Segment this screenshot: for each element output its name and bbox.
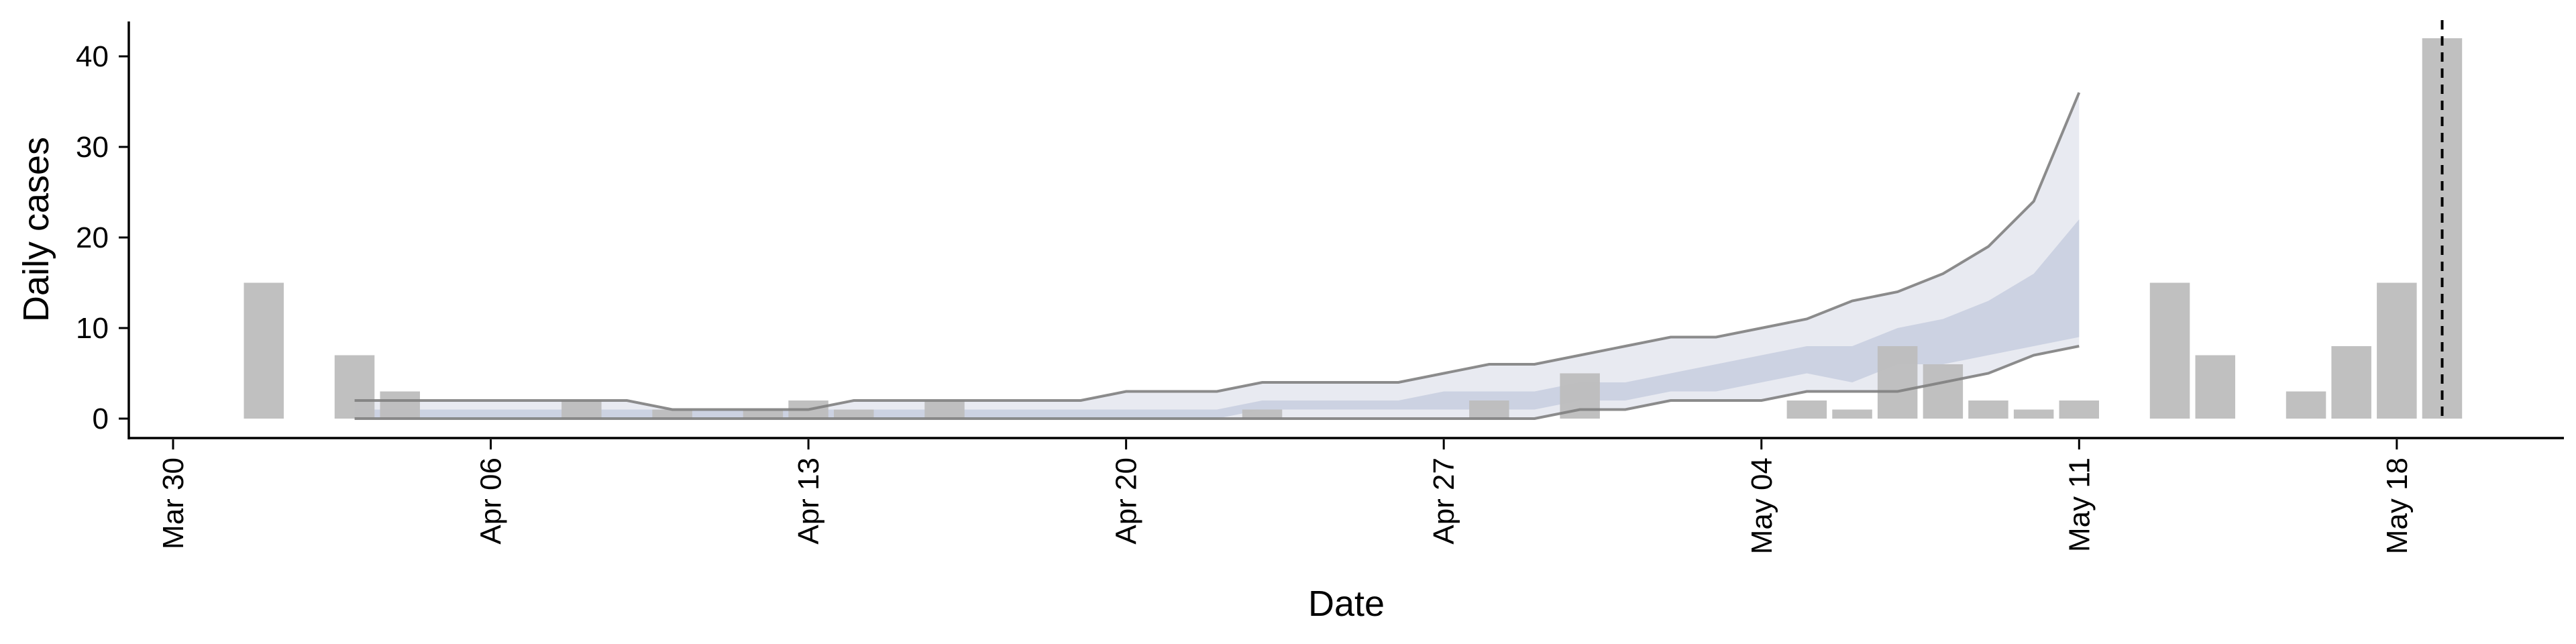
case-bars [244,38,2463,419]
y-tick-label: 20 [76,221,109,254]
case-bar [2195,355,2235,419]
case-bar [2286,391,2326,419]
case-bar [244,282,284,419]
case-bar [2149,282,2190,419]
case-bar [1877,346,1918,419]
y-tick-label: 30 [76,131,109,164]
case-bar [1786,400,1827,419]
x-tick-label: Apr 20 [1110,458,1143,545]
y-tick-label: 10 [76,312,109,345]
case-bar [1832,409,1872,419]
forecast-bound-lines [354,92,2081,420]
case-bar [1968,400,2008,419]
y-tick-label: 40 [76,40,109,73]
case-bar [380,391,420,419]
case-bar [2377,282,2417,419]
x-ticks: Mar 30 Apr 06 Apr 13 Apr 20 Apr 27 May 04 May … [157,439,2414,554]
case-bar [2331,346,2371,419]
case-bar [743,409,784,419]
plot-area [244,20,2463,420]
forecast-upper-line [354,92,2081,411]
case-bar [2059,400,2099,419]
x-tick-label: May 18 [2381,458,2414,554]
x-axis-title: Date [1308,584,1385,624]
x-tick-label: Mar 30 [157,458,190,549]
x-tick-label: Apr 06 [475,458,508,545]
case-bar [561,400,602,419]
y-ticks: 0 10 20 30 40 [76,40,129,435]
case-bar [924,400,965,419]
case-bar [1469,400,1509,419]
case-bar [2013,409,2054,419]
y-axis-title: Daily cases [16,137,56,322]
case-bar [334,355,375,419]
x-tick-label: Apr 27 [1428,458,1460,545]
case-bar [652,409,692,419]
case-bar [1923,364,1964,419]
forecast-lower-line [354,345,2080,420]
case-bar [1242,409,1283,419]
forecast-bands [354,93,2080,419]
axes: 0 10 20 30 40 Mar 30 Apr 06 Apr 13 Apr 20 Apr 27… [76,21,2564,554]
y-tick-label: 0 [93,402,109,435]
x-tick-label: May 04 [1746,458,1778,554]
x-tick-label: May 11 [2063,458,2096,552]
x-tick-label: Apr 13 [792,458,825,545]
case-bar [834,409,874,419]
